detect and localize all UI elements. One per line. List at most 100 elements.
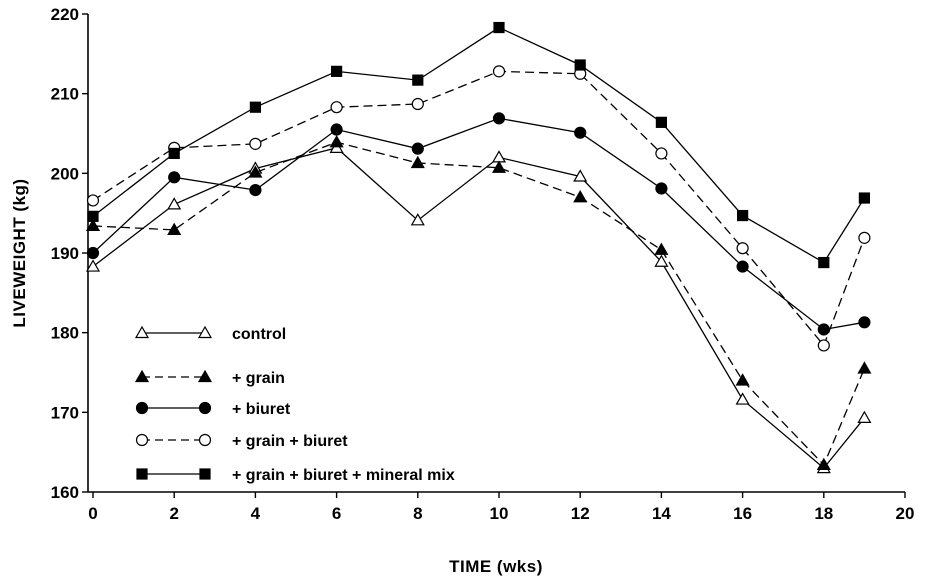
data-point: [654, 242, 669, 255]
data-point: [249, 183, 262, 197]
data-point: [410, 155, 425, 169]
y-tick-label: 160: [51, 483, 79, 502]
y-tick-label: 200: [51, 164, 79, 183]
data-point: [655, 182, 668, 195]
data-point: [817, 323, 830, 336]
data-point: [816, 457, 831, 471]
data-point: [249, 101, 261, 113]
legend-item: control: [134, 325, 286, 343]
legend-label: + grain: [232, 370, 285, 387]
data-point: [857, 410, 872, 424]
data-point: [168, 171, 181, 184]
data-point: [491, 150, 507, 163]
data-point: [85, 218, 101, 232]
tick-group: 160 170 180 190 200 210 220 0 2 4 6 8 10 12 14 16 18 20: [51, 5, 915, 523]
legend-marker: [134, 325, 150, 339]
data-point: [168, 147, 180, 160]
legend-marker: [135, 401, 149, 415]
x-tick-label: 12: [571, 504, 590, 523]
legend-marker: [197, 325, 213, 339]
data-point: [493, 21, 505, 34]
series-line: [92, 70, 866, 347]
data-point: [87, 210, 99, 222]
legend-item: + biuret: [135, 401, 291, 418]
data-point: [331, 65, 343, 77]
data-point: [858, 192, 871, 204]
series-line: [92, 117, 865, 331]
data-point: [167, 222, 182, 235]
data-point: [330, 101, 343, 114]
data-point: [655, 147, 668, 160]
data-point: [654, 254, 669, 267]
legend-marker: [135, 433, 149, 447]
series-line: [92, 26, 865, 264]
legend-label: + grain + biuret: [232, 433, 348, 450]
data-point: [492, 65, 506, 78]
data-point: [736, 209, 749, 222]
x-tick-label: 4: [251, 504, 261, 523]
data-point: [86, 194, 100, 207]
data-point: [412, 74, 424, 86]
y-tick-label: 170: [51, 403, 79, 422]
data-point: [248, 165, 263, 178]
data-point: [655, 116, 668, 128]
y-axis-label: LIVEWEIGHT (kg): [10, 178, 29, 327]
data-point: [85, 259, 101, 272]
legend-marker: [134, 369, 150, 383]
data-point: [817, 339, 830, 352]
data-point: [857, 361, 872, 374]
legend-marker: [136, 468, 148, 480]
data-point: [574, 59, 586, 71]
data-point: [86, 246, 100, 260]
x-tick-label: 20: [896, 504, 915, 523]
x-axis-label: TIME (wks): [449, 557, 543, 576]
data-point: [330, 123, 343, 136]
x-tick-label: 16: [733, 504, 752, 523]
data-point: [735, 373, 750, 386]
legend-label: + grain + biuret + mineral mix: [232, 467, 455, 484]
data-point: [818, 256, 830, 269]
data-point: [736, 242, 749, 255]
y-tick-label: 220: [51, 5, 79, 24]
data-point: [492, 112, 506, 125]
y-tick-label: 180: [51, 324, 79, 343]
data-point: [858, 316, 871, 329]
series-1: [85, 140, 872, 474]
data-point: [491, 160, 507, 173]
data-point: [329, 135, 344, 148]
series-3: [86, 112, 871, 336]
series-5: [87, 21, 871, 269]
data-point: [735, 392, 750, 405]
data-point: [411, 142, 424, 155]
series-layer: [85, 21, 872, 474]
legend-label: + biuret: [232, 401, 291, 418]
legend-item: + grain + biuret + mineral mix: [136, 467, 455, 484]
x-tick-label: 2: [169, 504, 178, 523]
data-point: [573, 190, 588, 203]
legend-marker: [198, 401, 212, 415]
legend-marker: [199, 468, 211, 480]
legend-marker: [197, 369, 213, 383]
x-tick-label: 10: [490, 504, 509, 523]
legend-item: + grain + biuret: [135, 433, 348, 450]
x-tick-label: 6: [332, 504, 341, 523]
series-line: [92, 141, 865, 467]
data-point: [573, 169, 588, 182]
axes: [87, 14, 905, 493]
y-tick-label: 190: [51, 244, 79, 263]
data-point: [167, 197, 182, 210]
data-point: [574, 126, 587, 139]
x-tick-label: 8: [413, 504, 422, 523]
data-point: [410, 213, 425, 226]
x-tick-label: 14: [652, 504, 671, 523]
series-2: [85, 135, 872, 471]
data-point: [411, 97, 424, 111]
series-line: [92, 147, 865, 470]
legend-item: + grain: [134, 369, 285, 387]
data-point: [249, 137, 262, 150]
x-tick-label: 18: [814, 504, 833, 523]
legend: control + grain + biuret + grain + biuret + …: [134, 325, 455, 484]
data-point: [736, 260, 749, 273]
x-tick-label: 0: [88, 504, 97, 523]
legend-marker: [198, 433, 212, 447]
